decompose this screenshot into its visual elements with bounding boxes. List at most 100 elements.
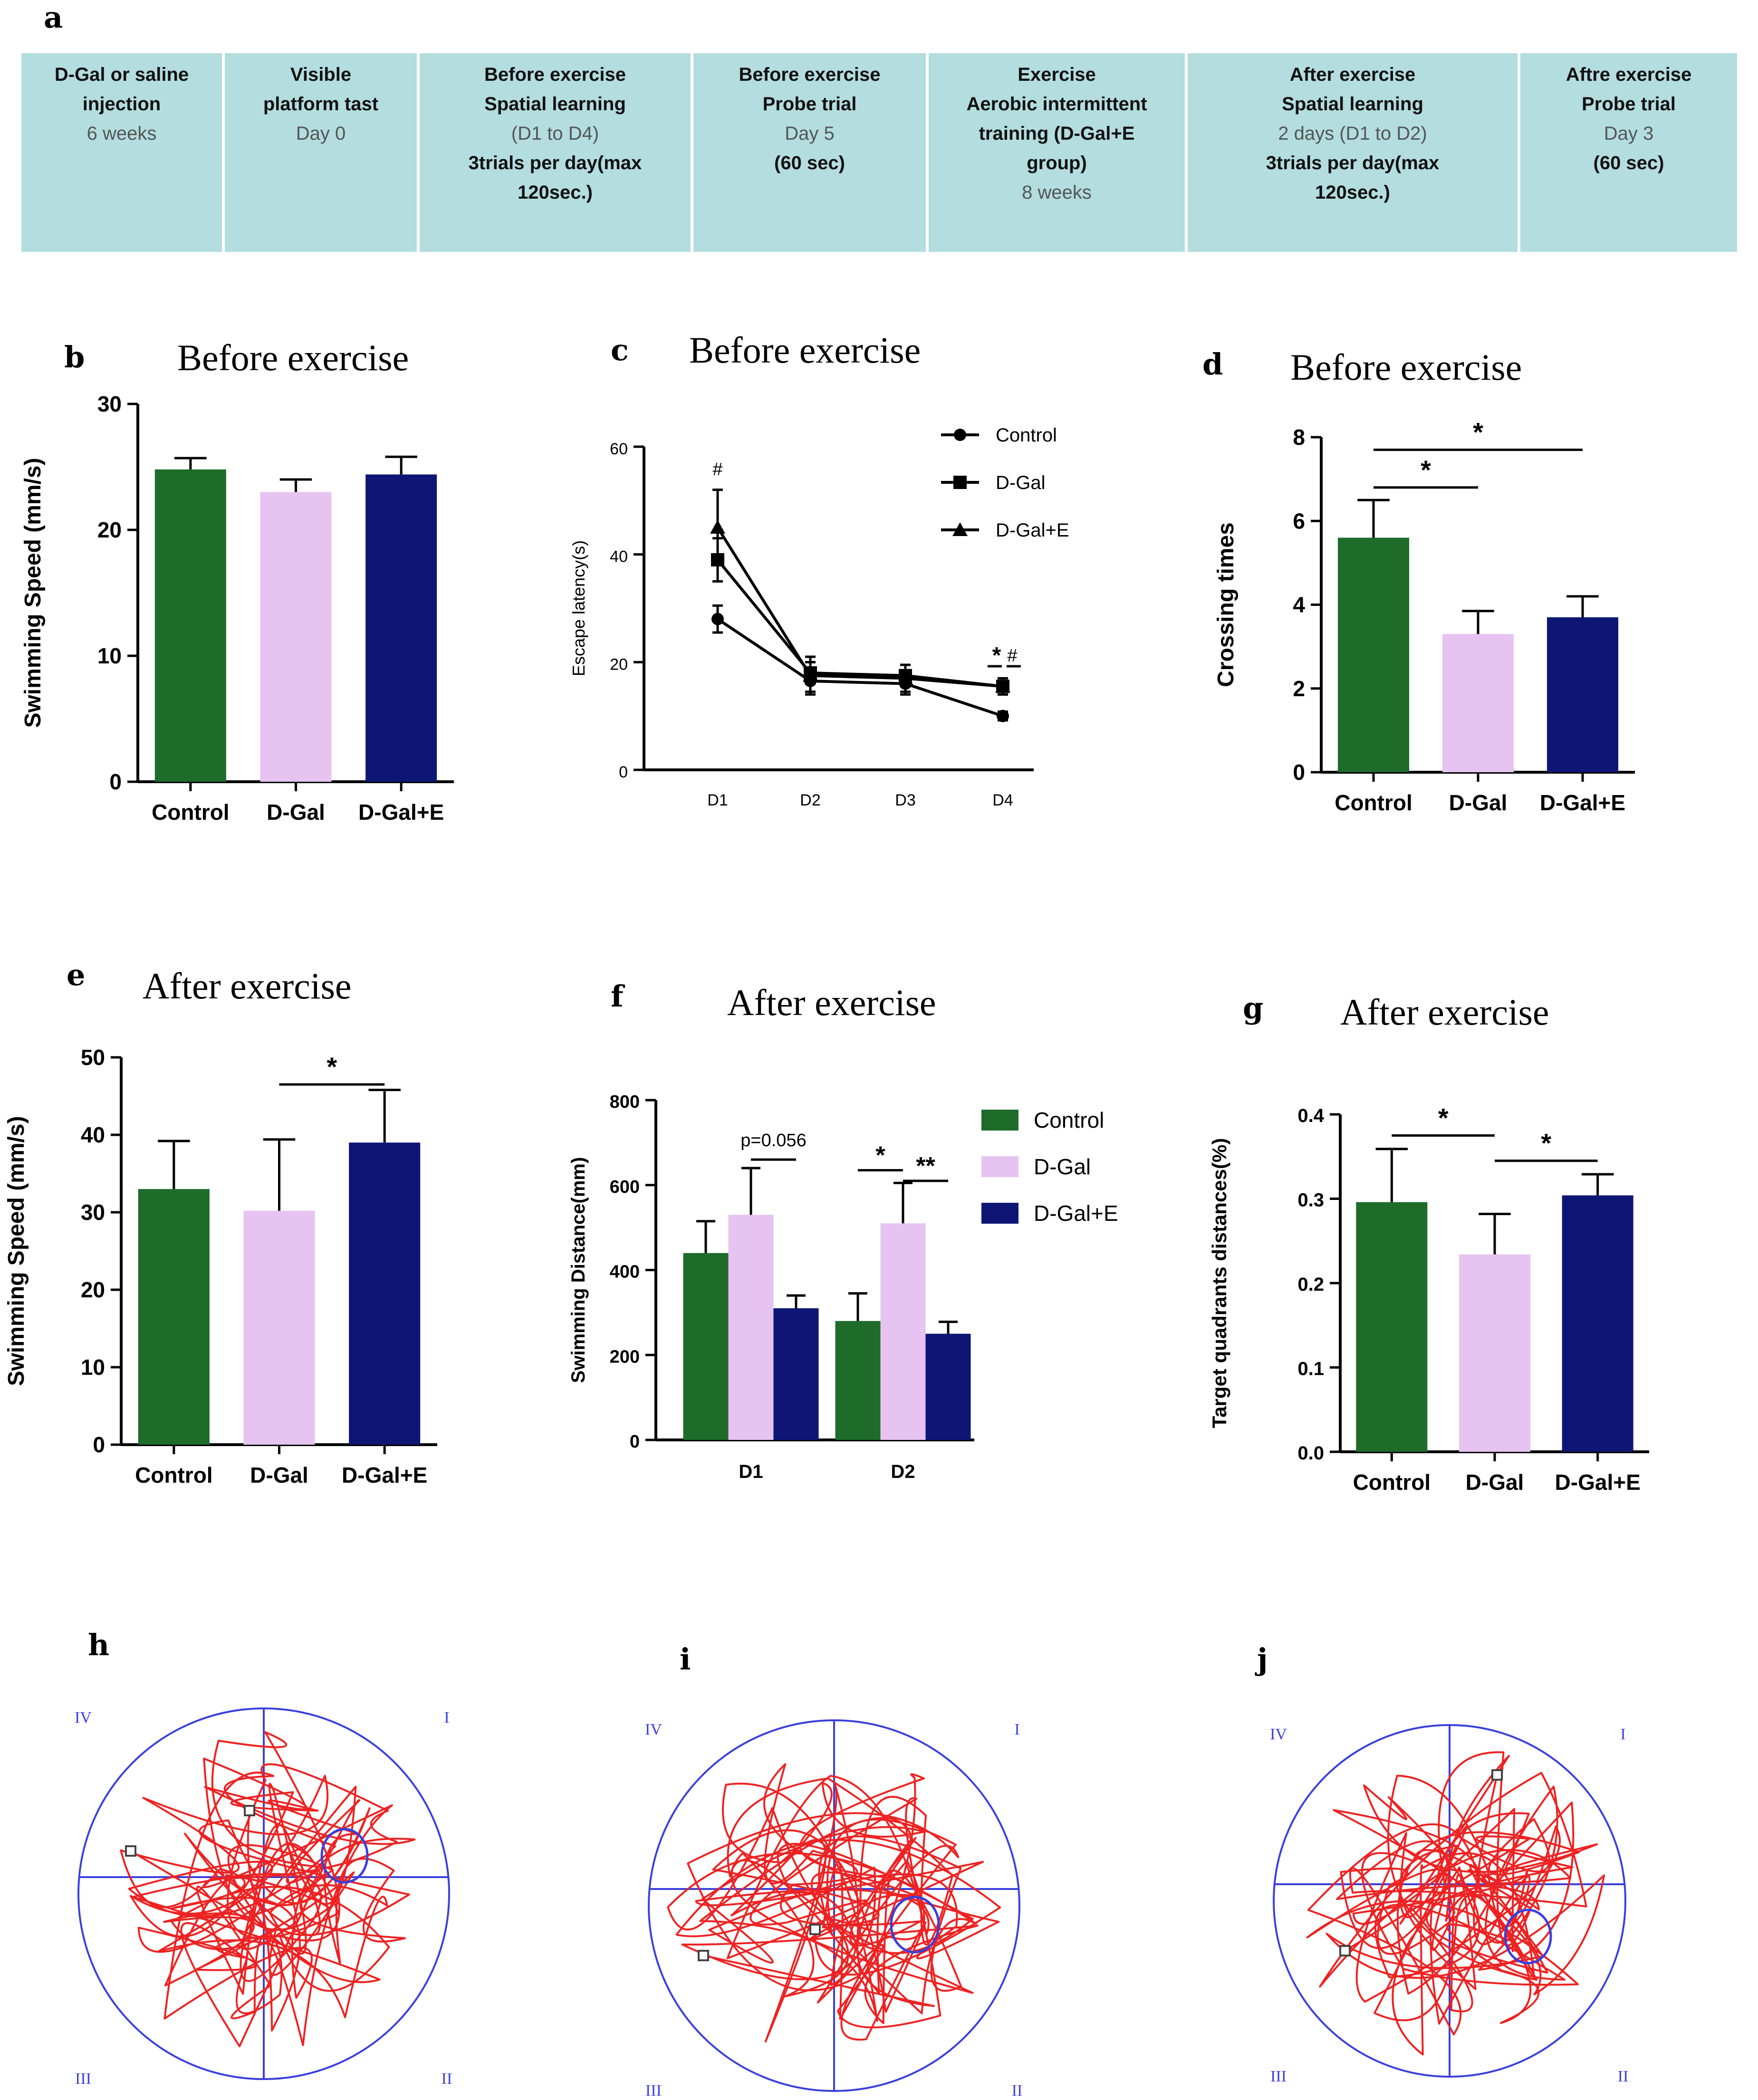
- chart-b: 0 10 20 30 Swimming Speed (mm/s) Control D-Gal…: [20, 392, 454, 825]
- y-tick-label: 40: [81, 1122, 105, 1147]
- quadrant-label: IV: [1270, 1726, 1287, 1743]
- y-tick-label: 30: [97, 392, 122, 416]
- end-marker: [125, 1845, 136, 1857]
- bar-d2-d-gal: [880, 1223, 926, 1440]
- start-marker: [1491, 1769, 1503, 1781]
- y-tick-label: 20: [97, 518, 122, 542]
- x-tick-label: D-Gal+E: [1555, 1470, 1641, 1495]
- bar-d-gal-e: [1547, 617, 1618, 772]
- y-axis-label: Swimming Speed (mm/s): [20, 458, 46, 728]
- bar-d-gal: [260, 492, 332, 782]
- timeline-step-text: Spatial learning: [1282, 94, 1423, 115]
- x-tick-label: D-Gal: [1449, 790, 1508, 815]
- quadrant-label: III: [1270, 2068, 1287, 2085]
- timeline-step-text: 2 days (D1 to D2): [1278, 123, 1427, 144]
- timeline-step-1: D-Gal or saline injection 6 weeks: [21, 53, 225, 252]
- y-tick-label: 8: [1293, 425, 1305, 450]
- x-tick-label: D3: [895, 791, 915, 809]
- y-tick-label: 0.4: [1297, 1105, 1324, 1126]
- panel-c-title: Before exercise: [689, 329, 921, 371]
- bar-d2-d-gal-e: [925, 1333, 971, 1440]
- panel-g-letter: g: [1243, 991, 1264, 1026]
- x-tick-label: D-Gal: [267, 800, 325, 825]
- panel-j-letter: j: [1257, 1642, 1268, 1677]
- quadrant-label: II: [442, 2070, 452, 2088]
- y-tick-label: 60: [610, 440, 628, 458]
- legend-label: D-Gal: [996, 472, 1045, 493]
- bar-control: [1338, 537, 1409, 772]
- significance-label: *: [1473, 417, 1483, 447]
- significance-label: *: [1421, 455, 1431, 485]
- significance-label: p=0.056: [740, 1131, 806, 1151]
- legend-label: D-Gal+E: [1034, 1201, 1118, 1226]
- bar-d1-control: [683, 1253, 729, 1440]
- significance-label: *: [875, 1141, 885, 1169]
- x-tick-label: D1: [707, 791, 728, 809]
- quadrant-label: IV: [645, 1721, 662, 1738]
- bar-control: [1356, 1202, 1428, 1452]
- y-axis-label: Target quadrants distances(%): [1208, 1138, 1230, 1429]
- timeline-step-text: Aftre exercise: [1566, 64, 1692, 85]
- y-tick-label: 30: [81, 1200, 105, 1225]
- swim-path: [120, 1731, 416, 2048]
- y-tick-label: 20: [81, 1277, 105, 1302]
- y-tick-label: 50: [81, 1045, 105, 1070]
- panel-d-title: Before exercise: [1290, 346, 1522, 388]
- y-axis-label: Crossing times: [1213, 522, 1239, 687]
- y-axis-label: Swimming Speed (mm/s): [4, 1116, 29, 1386]
- significance-label: #: [712, 460, 722, 479]
- chart-f: 0 200 400 600 800 Swimming Distance(mm) D1 D2 p=…: [568, 1092, 1118, 1482]
- panel-g-title: After exercise: [1340, 991, 1549, 1033]
- y-tick-label: 10: [97, 643, 122, 668]
- y-tick-label: 6: [1293, 508, 1305, 533]
- y-tick-label: 0.3: [1297, 1190, 1324, 1211]
- panel-a-letter: a: [44, 0, 63, 35]
- y-tick-label: 400: [610, 1262, 640, 1282]
- y-tick-label: 0: [109, 769, 122, 794]
- data-point: [898, 671, 913, 685]
- quadrant-label: II: [1618, 2068, 1629, 2085]
- timeline-step-text: D-Gal or saline: [54, 64, 189, 85]
- bar-d-gal-e: [1562, 1195, 1633, 1452]
- bar-control: [154, 469, 226, 782]
- panel-d-letter: d: [1202, 347, 1223, 382]
- x-tick-label: D4: [992, 791, 1013, 809]
- timeline-step-text: training (D-Gal+E: [979, 123, 1135, 144]
- significance-label: *: [1541, 1128, 1551, 1158]
- chart-c: 0 20 40 60 Escape latency(s) D1 D2 D3 D4 Control D…: [569, 425, 1069, 809]
- timeline-step-7: Aftre exercise Probe trial Day 3 (60 sec): [1520, 53, 1737, 252]
- legend-label: D-Gal: [1034, 1154, 1091, 1179]
- timeline-step-text: group): [1027, 153, 1087, 173]
- bar-d-gal: [1459, 1254, 1530, 1452]
- data-point: [710, 520, 725, 534]
- y-tick-label: 10: [81, 1355, 105, 1380]
- significance-label: *: [1438, 1103, 1449, 1132]
- timeline-step-text: Spatial learning: [484, 94, 626, 115]
- timeline-step-text: Aerobic intermittent: [966, 94, 1147, 115]
- timeline-step-text: Day 3: [1604, 123, 1654, 144]
- bar-d-gal: [1442, 634, 1514, 772]
- y-tick-label: 0.0: [1297, 1443, 1324, 1464]
- chart-d: 0 2 4 6 8 Crossing times Control D-Gal D-Gal+E * *: [1213, 417, 1635, 815]
- timeline-step-text: Before exercise: [739, 64, 881, 85]
- panel-f-title: After exercise: [727, 982, 936, 1023]
- swim-path: [1306, 1751, 1605, 2056]
- timeline-step-6: After exercise Spatial learning 2 days (D1…: [1188, 53, 1520, 252]
- timeline-step-text: (D1 to D4): [511, 123, 599, 144]
- panel-f-letter: f: [611, 979, 624, 1014]
- panel-i-letter: i: [680, 1642, 691, 1677]
- timeline-step-text: 3trials per day(max: [1266, 153, 1440, 173]
- experiment-timeline: D-Gal or saline injection 6 weeks Visible pl…: [21, 53, 1737, 252]
- panel-b-title: Before exercise: [177, 337, 409, 378]
- timeline-step-text: Probe trial: [1582, 94, 1676, 115]
- x-tick-label: D2: [800, 791, 820, 809]
- quadrant-label: III: [75, 2070, 91, 2088]
- significance-label: #: [1007, 646, 1017, 666]
- data-point: [995, 679, 1010, 693]
- y-tick-label: 0.1: [1297, 1359, 1324, 1380]
- series-line-d-gal: [716, 559, 1003, 688]
- bar-d-gal: [243, 1210, 315, 1445]
